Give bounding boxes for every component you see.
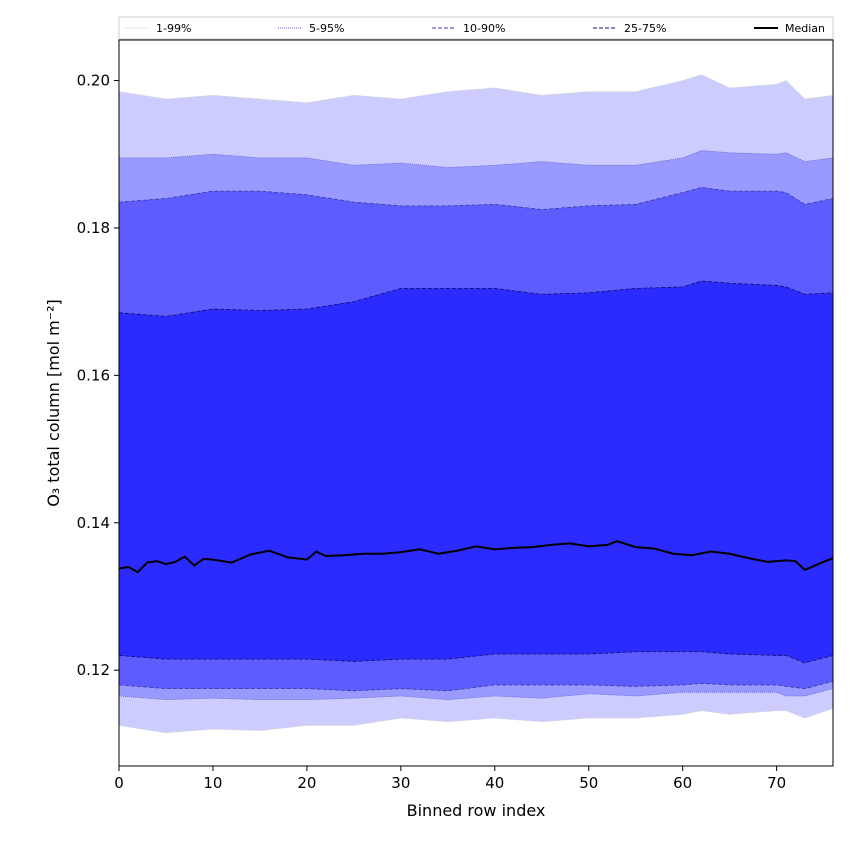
plot-frame [118, 39, 834, 767]
median-line [118, 540, 834, 574]
legend-item: 1-99% [125, 22, 191, 35]
bands-layer [119, 74, 833, 733]
band-edge-lower-2 [118, 680, 834, 692]
legend-item: Median [754, 22, 825, 35]
band-edge-upper-3 [118, 280, 834, 317]
band-edge-upper-1 [119, 150, 834, 168]
x-tick-label: 10 [203, 774, 222, 792]
band-edge-lower-1 [118, 688, 834, 701]
legend-label: 5-95% [309, 22, 344, 35]
y-tick-label: 0.16 [77, 366, 110, 384]
x-tick-label: 50 [579, 774, 598, 792]
legend-item: 25-75% [593, 22, 666, 35]
y-tick-label: 0.20 [77, 72, 110, 90]
legend-item: 5-95% [278, 22, 344, 35]
legend-box [118, 16, 834, 40]
band-edge-upper-2 [118, 187, 834, 210]
band-edge-lower-3 [118, 651, 834, 664]
legend-label: Median [785, 22, 825, 35]
band-edge-lower-0 [118, 708, 834, 734]
x-axis: 0 10 20 30 40 50 60 70 [114, 766, 786, 792]
x-tick-label: 60 [673, 774, 692, 792]
x-tick-label: 30 [391, 774, 410, 792]
x-tick-label: 20 [297, 774, 316, 792]
legend-label: 1-99% [156, 22, 191, 35]
x-tick-label: 70 [767, 774, 786, 792]
y-axis-label: O₃ total column [mol m⁻²] [44, 299, 63, 507]
x-axis-label: Binned row index [407, 801, 546, 820]
legend: 1-99% 5-95% 10-90% 25-75% Median [118, 16, 834, 40]
y-tick-label: 0.12 [77, 661, 110, 679]
median-layer [118, 540, 834, 574]
band-25-75 [119, 281, 833, 663]
band-edges-layer [118, 74, 834, 734]
legend-label: 25-75% [624, 22, 666, 35]
x-tick-label: 0 [114, 774, 124, 792]
x-tick-label: 40 [485, 774, 504, 792]
band-edge-upper-0 [118, 74, 834, 104]
y-axis: 0.12 0.14 0.16 0.18 0.20 [77, 72, 119, 679]
legend-item: 10-90% [432, 22, 505, 35]
y-tick-label: 0.18 [77, 219, 110, 237]
legend-label: 10-90% [463, 22, 505, 35]
y-tick-label: 0.14 [77, 514, 110, 532]
